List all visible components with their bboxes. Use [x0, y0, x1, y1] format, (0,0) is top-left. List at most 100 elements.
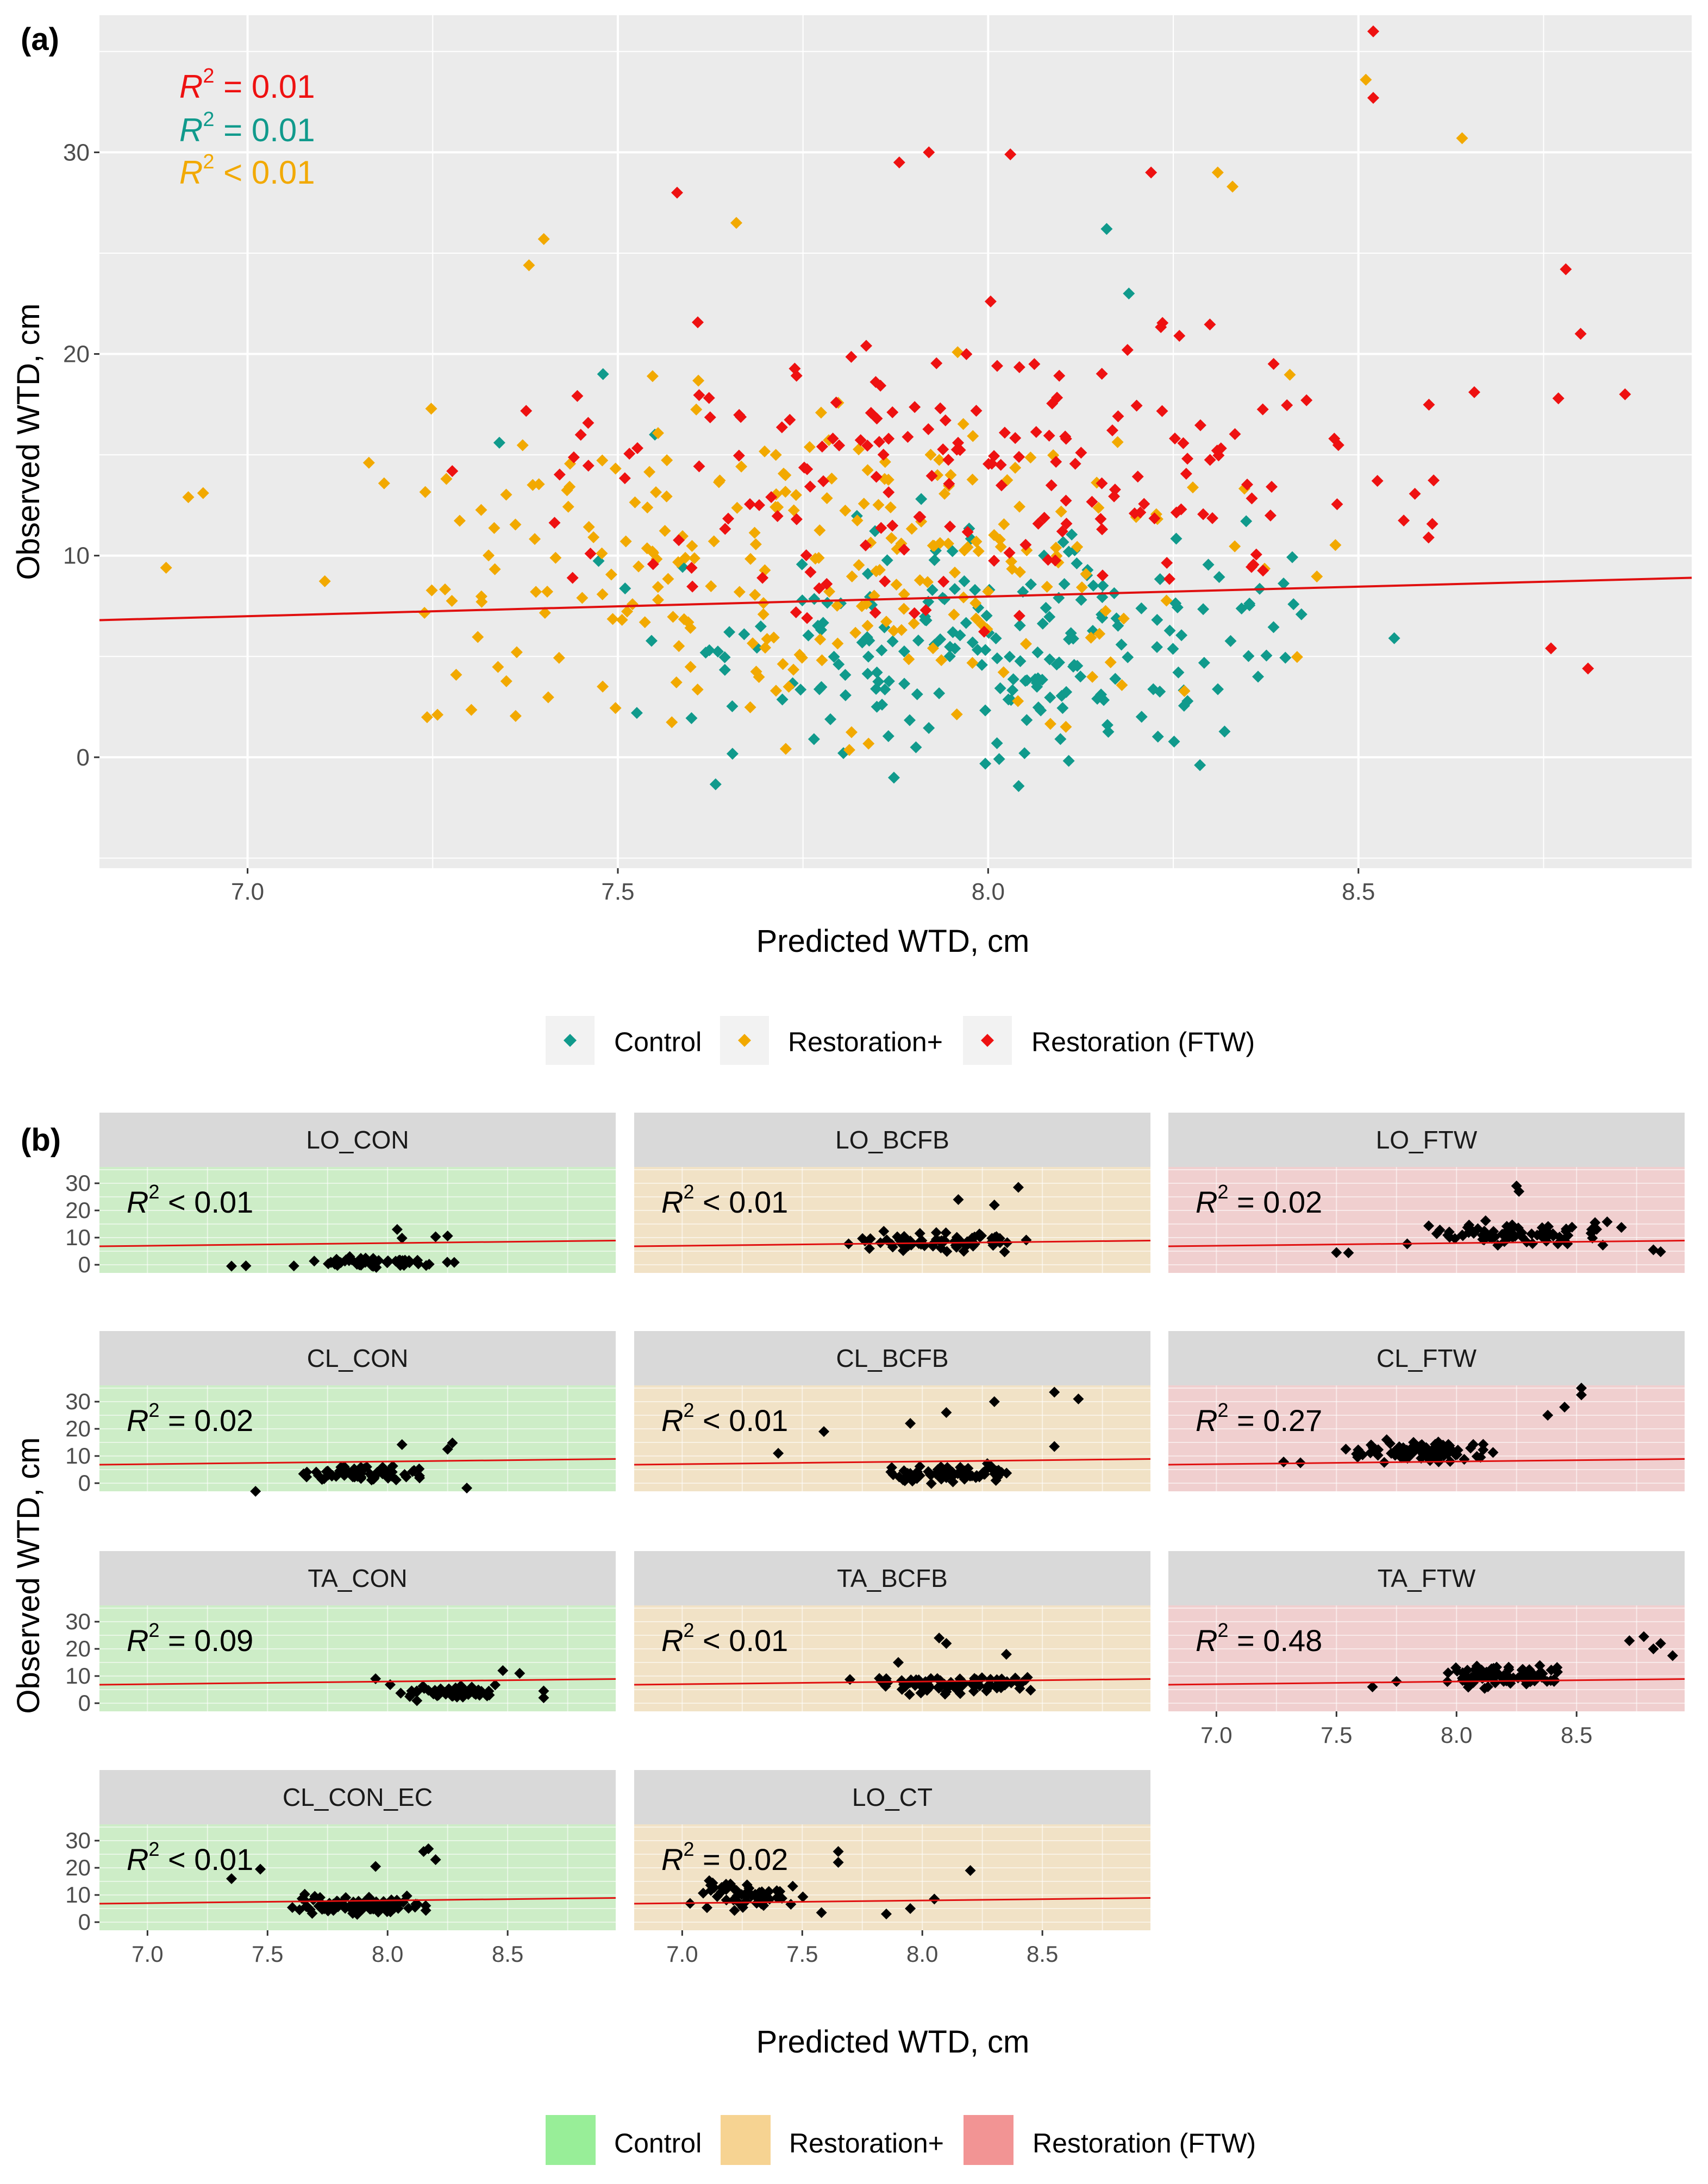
data-point — [941, 1638, 952, 1649]
data-point — [1044, 718, 1056, 730]
data-point — [729, 1905, 740, 1916]
data-point — [970, 612, 983, 625]
data-point — [816, 654, 828, 667]
panel-a-fit-line — [99, 576, 1692, 622]
data-point — [997, 666, 1010, 679]
y-tick-label: 30 — [65, 1170, 91, 1196]
data-point — [741, 1879, 753, 1891]
data-point — [1331, 1247, 1342, 1258]
data-point — [846, 570, 858, 582]
data-point — [492, 661, 504, 673]
panel-a-legend: Control Restoration+ Restoration (FTW) — [546, 1016, 1255, 1065]
data-point — [1462, 1222, 1473, 1233]
data-point — [893, 156, 905, 168]
data-point — [582, 460, 595, 472]
data-point — [562, 500, 574, 513]
facet-fit-line — [634, 1458, 1151, 1466]
y-tick-label: 20 — [65, 1636, 91, 1661]
data-point — [597, 368, 609, 380]
data-point — [1002, 693, 1015, 706]
facet-fit-line — [99, 1897, 616, 1905]
data-point — [991, 652, 1003, 664]
data-point — [1278, 1457, 1290, 1467]
data-point — [639, 616, 651, 629]
y-tick-label: 0 — [78, 1690, 91, 1716]
data-point — [330, 1471, 342, 1482]
data-point — [1211, 444, 1223, 457]
data-point — [948, 583, 961, 595]
data-point — [1260, 649, 1273, 662]
data-point — [520, 405, 533, 417]
data-point — [1024, 578, 1037, 591]
data-point — [1053, 369, 1066, 382]
data-point — [1197, 603, 1210, 616]
data-point — [609, 702, 622, 714]
data-point — [1130, 399, 1143, 412]
data-point — [446, 595, 458, 607]
data-point — [322, 1905, 334, 1917]
y-tick-label: 0 — [78, 1252, 91, 1277]
data-point — [1069, 457, 1081, 470]
panel-a-x-axis-title: Predicted WTD, cm — [756, 924, 1030, 959]
data-point — [1002, 1676, 1013, 1687]
y-tick-label: 10 — [65, 1225, 91, 1250]
data-point — [621, 605, 634, 618]
y-tick-label: 0 — [78, 1909, 91, 1935]
facet-strip — [1168, 1331, 1685, 1385]
data-point — [1049, 554, 1061, 567]
data-point — [886, 519, 899, 532]
data-point — [1074, 670, 1087, 683]
data-point — [991, 737, 1003, 749]
data-point — [923, 722, 935, 735]
panel-b-y-axis-title: Observed WTD, cm — [11, 1437, 46, 1714]
data-point — [718, 664, 731, 676]
data-point — [1057, 536, 1069, 548]
data-point — [861, 440, 874, 452]
data-point — [1073, 1394, 1084, 1404]
data-point — [1115, 638, 1128, 651]
data-point — [1168, 735, 1180, 748]
data-point — [937, 575, 950, 588]
data-point — [691, 683, 704, 696]
data-point — [1462, 1665, 1473, 1676]
data-point — [994, 541, 1007, 553]
data-point — [1655, 1638, 1666, 1649]
data-point — [883, 486, 895, 499]
data-point — [1493, 1669, 1505, 1680]
data-point — [1032, 701, 1044, 714]
data-point — [1178, 685, 1191, 697]
data-point — [1013, 566, 1026, 578]
data-point — [1367, 25, 1379, 37]
data-point — [561, 484, 573, 497]
data-point — [964, 1470, 975, 1482]
series-restoration-ftw- — [446, 25, 1631, 675]
data-point — [1278, 578, 1290, 590]
data-point — [643, 466, 656, 478]
facet-background — [99, 1167, 616, 1273]
data-point — [1151, 641, 1163, 653]
data-point — [425, 403, 437, 415]
data-point — [990, 632, 1002, 645]
data-point — [723, 626, 736, 638]
data-point — [447, 1688, 458, 1699]
data-point — [1040, 601, 1052, 614]
data-point — [919, 614, 931, 626]
data-point — [692, 316, 704, 329]
data-point — [1252, 670, 1265, 683]
panel-a-y-axis-title: Observed WTD, cm — [11, 303, 46, 580]
data-point — [722, 512, 735, 525]
x-tick-label: 7.5 — [601, 878, 634, 905]
data-point — [1409, 1445, 1420, 1456]
data-point — [1135, 602, 1148, 614]
data-point — [1257, 564, 1269, 577]
data-point — [790, 489, 802, 501]
data-point — [1038, 511, 1050, 524]
panel-b-legend: Control Restoration+ Restoration (FTW) — [546, 2115, 1256, 2165]
data-point — [1224, 635, 1237, 647]
data-point — [659, 525, 671, 537]
data-point — [331, 1260, 343, 1271]
facet-background — [634, 1167, 1150, 1273]
data-point — [1212, 683, 1224, 695]
data-point — [250, 1486, 261, 1497]
